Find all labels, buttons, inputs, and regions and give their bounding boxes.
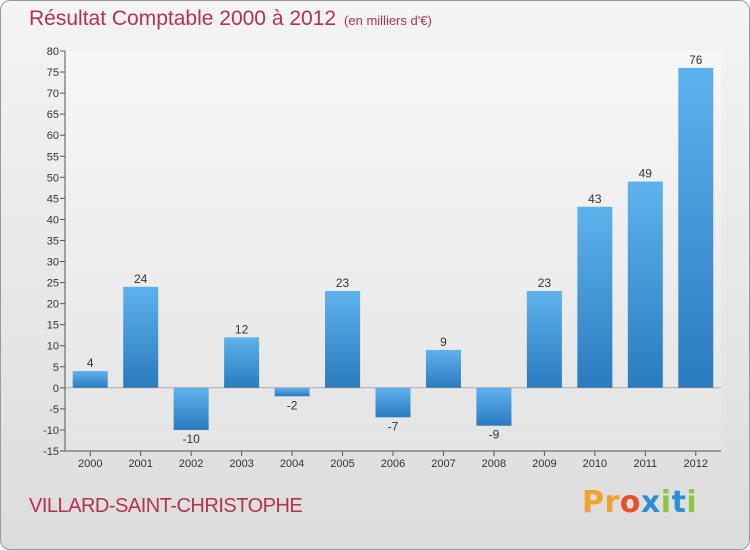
x-tick-label: 2005	[330, 458, 354, 470]
x-tick-label: 2006	[381, 458, 405, 470]
x-tick-label: 2001	[128, 458, 152, 470]
x-tick-label: 2002	[179, 458, 203, 470]
logo-letter: o	[619, 485, 641, 520]
y-tick-label: 50	[47, 172, 59, 184]
data-label: 24	[134, 272, 148, 286]
y-tick-label: 30	[47, 257, 59, 269]
y-tick-label: -10	[43, 425, 59, 437]
bar-2007	[425, 349, 461, 388]
y-tick-label: 10	[47, 341, 59, 353]
data-label: 23	[336, 276, 350, 290]
bar-2010	[577, 206, 613, 388]
chart-title-text: Résultat Comptable 2000 à 2012	[29, 7, 337, 30]
y-tick-label: -15	[43, 446, 59, 458]
chart-title: Résultat Comptable 2000 à 2012 (en millie…	[29, 7, 432, 31]
data-label: 12	[235, 322, 249, 336]
x-tick-label: 2007	[431, 458, 455, 470]
y-tick-label: 45	[47, 193, 59, 205]
bar-2006	[375, 387, 411, 418]
y-tick-label: 20	[47, 299, 59, 311]
bar-2008	[476, 387, 512, 426]
x-tick-label: 2009	[532, 458, 556, 470]
bar-2002	[173, 387, 209, 430]
bar-2003	[224, 337, 260, 388]
data-label: 9	[440, 335, 447, 349]
y-tick-label: 70	[47, 88, 59, 100]
y-tick-label: 80	[47, 46, 59, 58]
data-label: -7	[388, 419, 399, 433]
x-tick-label: 2011	[633, 458, 657, 470]
x-tick-label: 2004	[280, 458, 304, 470]
y-tick-label: 60	[47, 130, 59, 142]
logo-letter: i	[660, 485, 672, 520]
bar-2000	[72, 371, 108, 388]
logo-letter: t	[671, 485, 687, 520]
logo-letter: P	[582, 485, 605, 520]
logo-letter: x	[640, 485, 661, 520]
y-tick-label: 15	[47, 320, 59, 332]
data-label: -10	[182, 432, 200, 446]
y-tick-label: -5	[49, 404, 59, 416]
y-tick-label: 40	[47, 214, 59, 226]
logo-letter: i	[686, 485, 698, 520]
data-label: 76	[689, 53, 703, 67]
bar-2001	[123, 286, 159, 388]
logo-letter: r	[604, 485, 620, 520]
x-tick-label: 2012	[684, 458, 708, 470]
bar-2005	[325, 291, 361, 388]
chart-subtitle: (en milliers d'€)	[344, 13, 432, 28]
data-label: 49	[639, 167, 653, 181]
y-tick-label: 65	[47, 109, 59, 121]
x-tick-label: 2010	[583, 458, 607, 470]
x-tick-label: 2008	[482, 458, 506, 470]
y-tick-label: 0	[53, 383, 59, 395]
y-tick-label: 25	[47, 278, 59, 290]
data-label: 4	[87, 356, 94, 370]
data-label: 43	[588, 192, 602, 206]
y-tick-label: 5	[53, 362, 59, 374]
commune-name: VILLARD-SAINT-CHRISTOPHE	[29, 495, 303, 517]
x-tick-label: 2000	[78, 458, 102, 470]
data-label: -2	[287, 398, 298, 412]
y-tick-label: 55	[47, 151, 59, 163]
data-label: 23	[538, 276, 552, 290]
bar-2004	[274, 387, 310, 397]
data-label: -9	[489, 428, 500, 442]
proxiti-logo: Proxiti	[582, 485, 697, 520]
bar-2011	[627, 181, 663, 388]
y-tick-label: 75	[47, 67, 59, 79]
bar-2012	[678, 67, 714, 388]
y-tick-label: 35	[47, 235, 59, 247]
bar-2009	[526, 291, 562, 388]
x-tick-label: 2003	[229, 458, 253, 470]
